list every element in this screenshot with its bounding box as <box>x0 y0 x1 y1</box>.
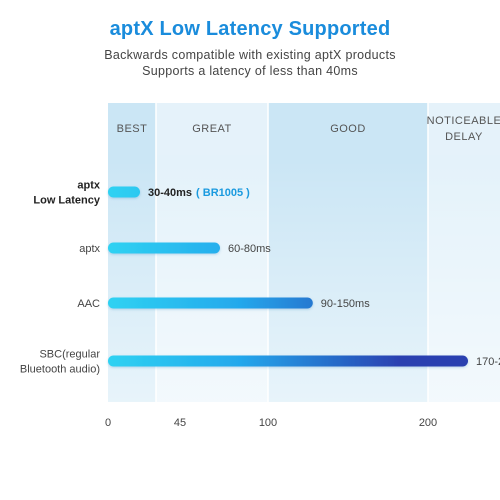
chart-subtitle-compat: Backwards compatible with existing aptX … <box>104 48 396 62</box>
chart-title: aptX Low Latency Supported <box>109 18 391 40</box>
x-tick-label-3: 200 <box>419 417 437 429</box>
bar-1 <box>108 242 220 254</box>
x-tick-label-1: 45 <box>174 417 186 429</box>
zone-header-1 <box>156 103 268 155</box>
value-label-1: 60-80ms <box>228 243 271 255</box>
zone-label-1: GREAT <box>192 123 232 135</box>
zone-label-2: GOOD <box>330 123 366 135</box>
zone-label-3: NOTICEABLE DELAY <box>427 115 500 143</box>
zone-header-2 <box>268 103 428 155</box>
zone-header-0 <box>108 103 156 155</box>
category-label-1: aptx <box>79 243 100 255</box>
category-label-0: aptx Low Latency <box>33 180 101 207</box>
bar-3 <box>108 355 468 367</box>
zone-label-0: BEST <box>117 123 148 135</box>
chart-subtitle-latency: Supports a latency of less than 40ms <box>142 64 358 78</box>
value-label-2: 90-150ms <box>321 298 370 310</box>
bar-0 <box>108 186 140 198</box>
category-label-3: SBC(regular Bluetooth audio) <box>20 349 100 376</box>
value-label-0: 30-40ms( BR1005 ) <box>148 187 250 199</box>
zone-header-3 <box>428 103 500 155</box>
category-label-2: AAC <box>77 298 100 310</box>
value-label-3: 170-270ms <box>476 356 500 368</box>
x-tick-label-0: 0 <box>105 417 111 429</box>
bar-2 <box>108 297 313 309</box>
x-tick-label-2: 100 <box>259 417 277 429</box>
